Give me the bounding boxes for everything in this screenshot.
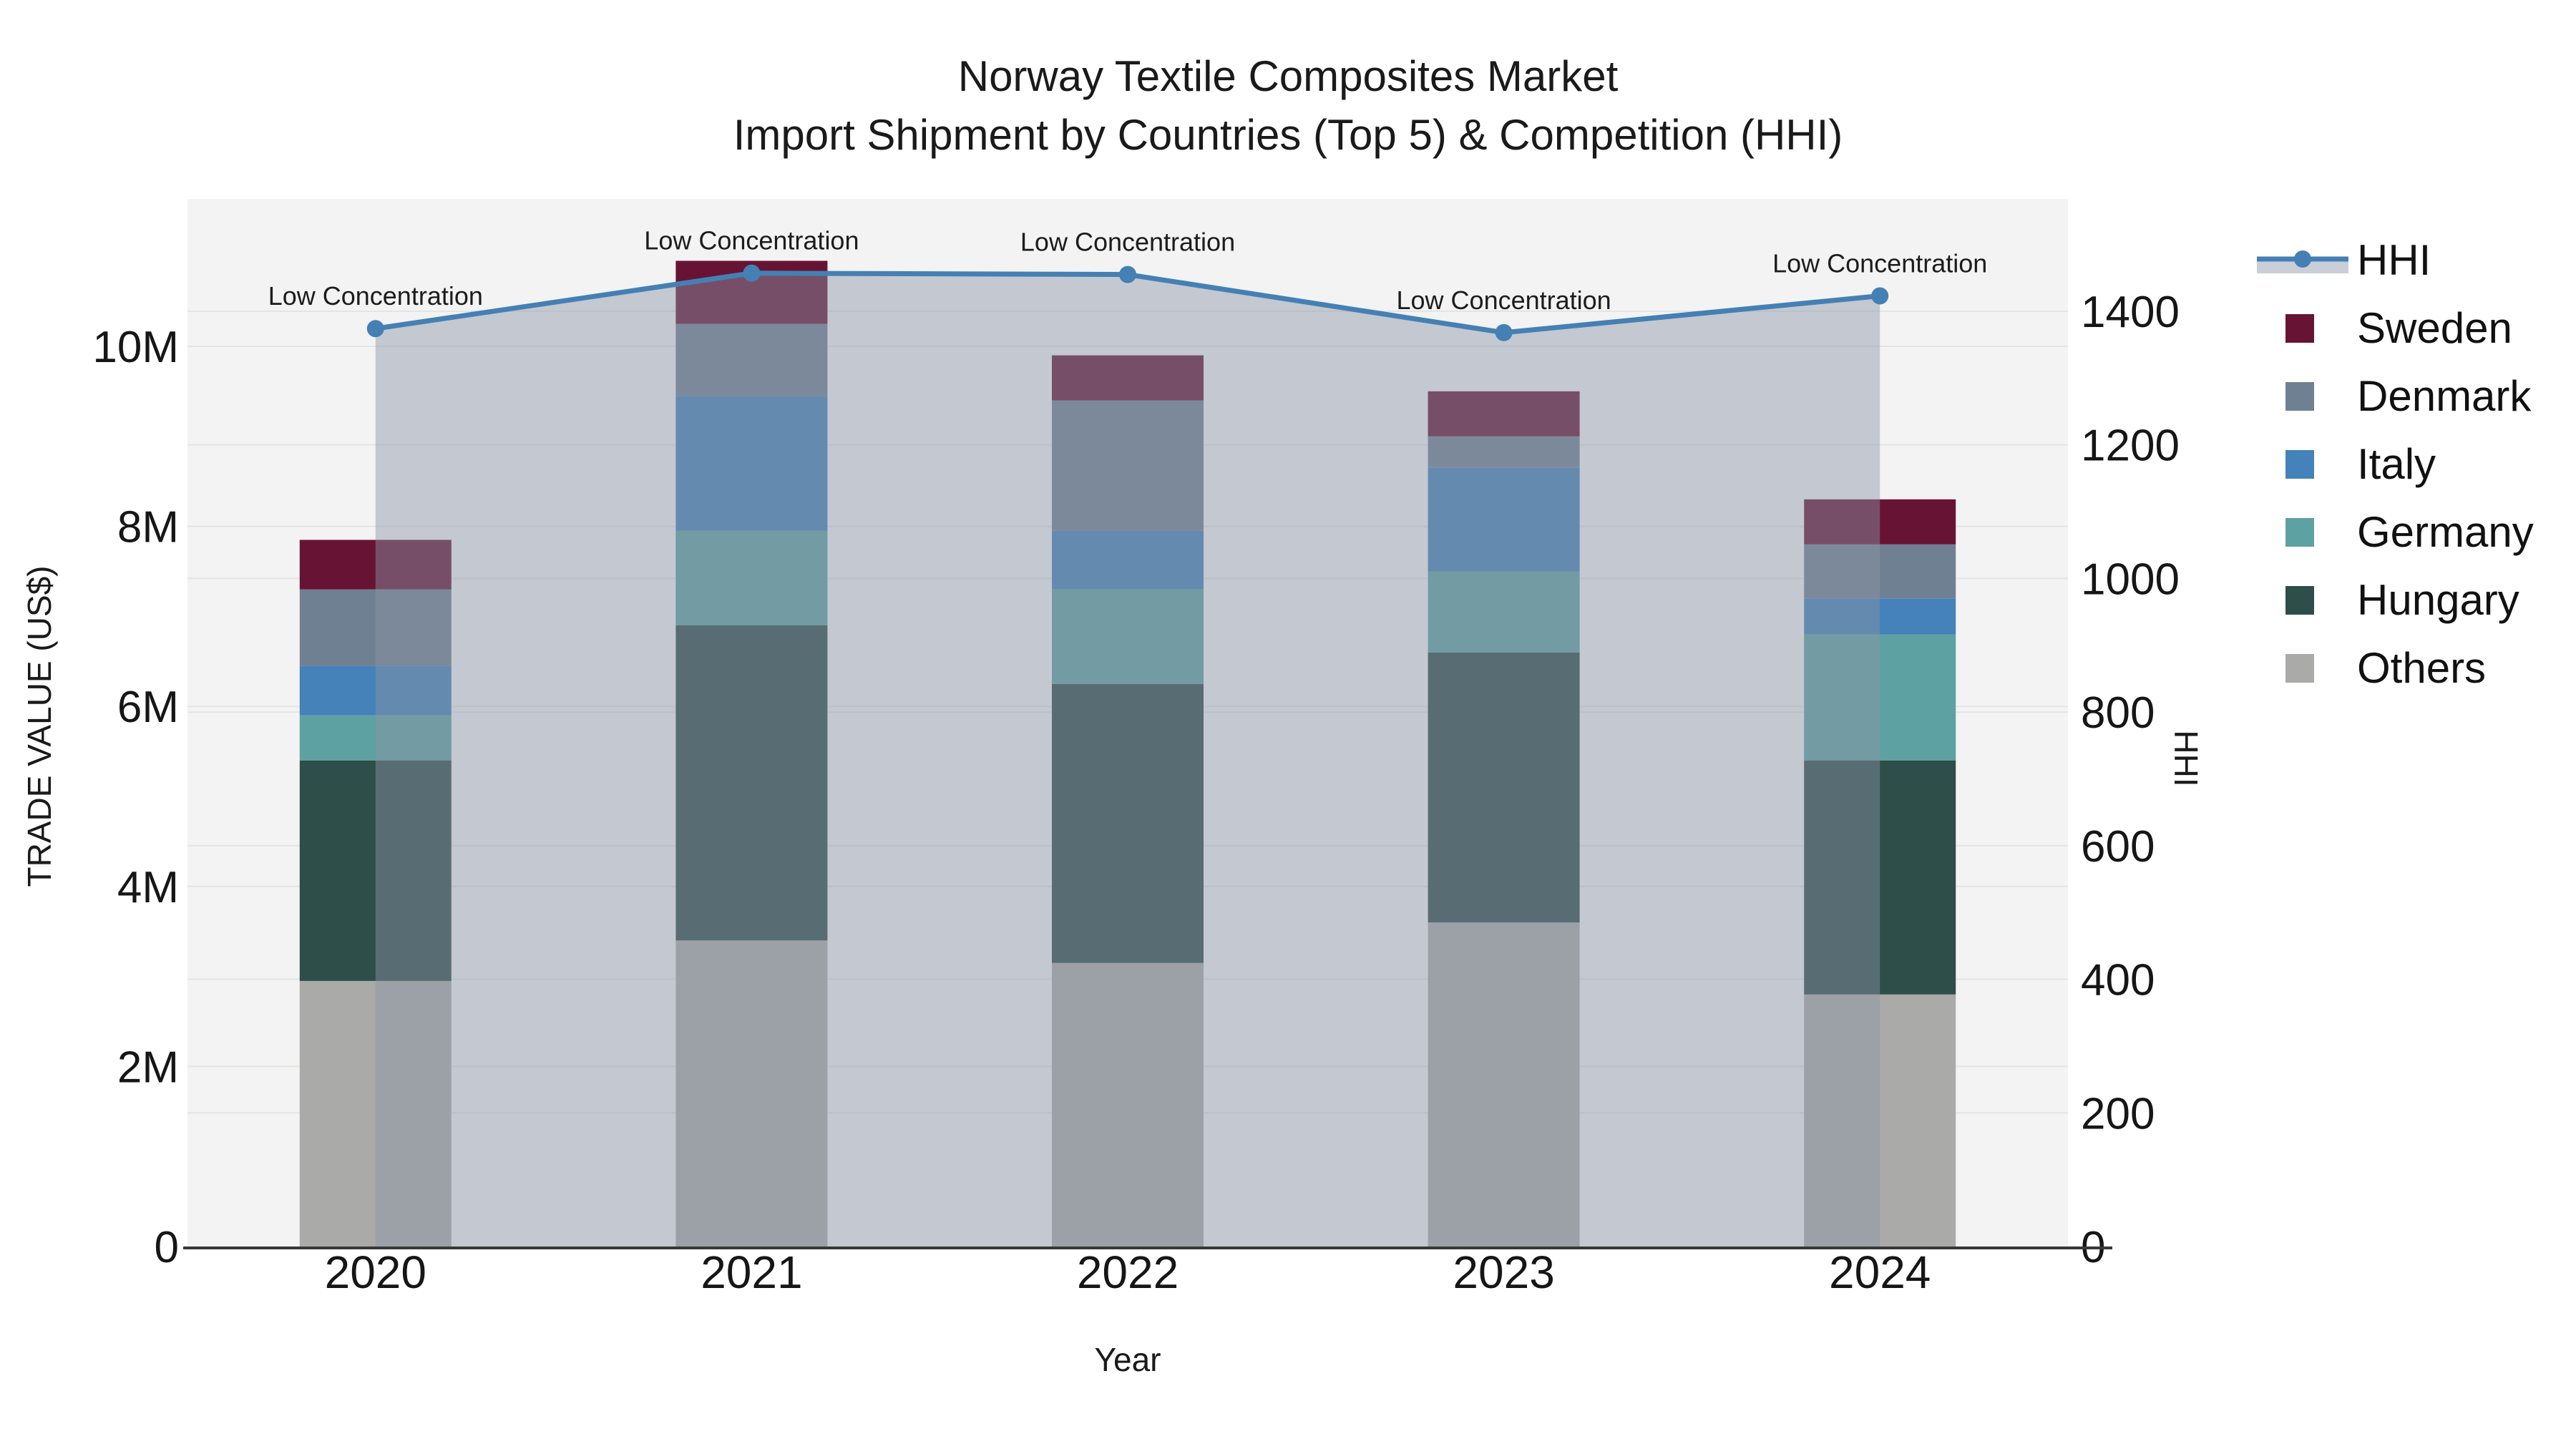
annotation-2021: Low Concentration [644, 226, 859, 255]
bar-segment-others-2023[interactable] [1428, 922, 1580, 1246]
bar-segment-germany-2023[interactable] [1428, 571, 1580, 653]
legend-label: HHI [2357, 236, 2431, 284]
bar-segment-others-2021[interactable] [675, 940, 828, 1246]
bar-segment-hungary-2021[interactable] [675, 625, 828, 941]
bar-segment-italy-2023[interactable] [1428, 467, 1580, 572]
legend-label: Others [2357, 644, 2487, 692]
bar-segment-others-2022[interactable] [1052, 962, 1204, 1246]
hhi-area-fill [375, 273, 1880, 1246]
legend-item-hhi[interactable]: HHI [2255, 226, 2534, 294]
legend-label: Italy [2357, 440, 2436, 488]
bar-segment-italy-2021[interactable] [675, 396, 828, 531]
bar-segment-denmark-2020[interactable] [299, 589, 452, 666]
chart-title-line1: Norway Textile Composites Market [957, 52, 1619, 100]
legend-item-others[interactable]: Others [2255, 634, 2534, 702]
bar-segment-italy-2024[interactable] [1804, 598, 1956, 635]
hhi-marker-2022[interactable] [1119, 265, 1136, 283]
chart-title-line2: Import Shipment by Countries (Top 5) & C… [733, 111, 1843, 159]
left-axis-tick-8M: 8M [117, 503, 179, 552]
x-axis-title: Year [1094, 1341, 1161, 1378]
bar-segment-hungary-2022[interactable] [1052, 683, 1204, 963]
legend: HHI Sweden Denmark Italy Germany Hungary Other… [2255, 226, 2534, 702]
x-axis-tick-2022: 2022 [1077, 1246, 1179, 1298]
legend-label: Germany [2357, 508, 2534, 556]
right-axis-tick-800: 800 [2081, 688, 2155, 738]
x-axis-tick-2020: 2020 [325, 1246, 426, 1298]
x-axis-tick-2021: 2021 [701, 1246, 802, 1298]
annotation-2022: Low Concentration [1020, 228, 1235, 257]
right-axis-tick-400: 400 [2081, 956, 2155, 1005]
left-axis-tick-10M: 10M [92, 323, 179, 372]
hhi-marker-2024[interactable] [1871, 287, 1889, 305]
right-axis-title: HHI [2167, 730, 2205, 787]
bar-segment-germany-2021[interactable] [675, 530, 828, 625]
chart-title: Norway Textile Composites Market Import … [0, 47, 2576, 165]
right-axis-tick-1200: 1200 [2081, 421, 2180, 471]
color-swatch-icon [2255, 449, 2350, 479]
bar-segment-denmark-2024[interactable] [1804, 544, 1956, 599]
bar-segment-denmark-2022[interactable] [1052, 400, 1204, 531]
bar-segment-others-2024[interactable] [1804, 994, 1956, 1246]
left-axis-title: TRADE VALUE (US$) [21, 565, 58, 887]
bar-segment-sweden-2020[interactable] [299, 540, 452, 590]
legend-label: Hungary [2357, 576, 2519, 624]
left-axis-tick-0: 0 [155, 1223, 179, 1272]
bar-segment-hungary-2024[interactable] [1804, 760, 1956, 995]
legend-label: Denmark [2357, 372, 2532, 420]
legend-item-denmark[interactable]: Denmark [2255, 362, 2534, 430]
bar-segment-sweden-2023[interactable] [1428, 391, 1580, 436]
bar-segment-germany-2024[interactable] [1804, 634, 1956, 761]
color-swatch-icon [2255, 517, 2350, 547]
legend-item-italy[interactable]: Italy [2255, 430, 2534, 498]
left-axis-tick-4M: 4M [117, 863, 179, 912]
hhi-marker-2020[interactable] [366, 320, 384, 338]
bar-segment-sweden-2022[interactable] [1052, 355, 1204, 401]
bar-segment-hungary-2020[interactable] [299, 760, 452, 981]
bar-segment-italy-2020[interactable] [299, 665, 452, 716]
bar-segment-hungary-2023[interactable] [1428, 652, 1580, 923]
right-axis-tick-1000: 1000 [2081, 555, 2180, 604]
color-swatch-icon [2255, 653, 2350, 683]
bar-segment-sweden-2024[interactable] [1804, 499, 1956, 545]
bar-segment-others-2020[interactable] [299, 980, 452, 1246]
annotation-2023: Low Concentration [1397, 286, 1611, 315]
legend-item-hungary[interactable]: Hungary [2255, 566, 2534, 634]
x-axis-tick-2023: 2023 [1453, 1246, 1554, 1298]
bar-segment-denmark-2021[interactable] [675, 323, 828, 396]
bar-segment-italy-2022[interactable] [1052, 530, 1204, 590]
bar-segment-denmark-2023[interactable] [1428, 436, 1580, 468]
legend-label: Sweden [2357, 304, 2512, 352]
hhi-line-swatch-icon [2255, 245, 2350, 276]
legend-item-germany[interactable]: Germany [2255, 498, 2534, 566]
color-swatch-icon [2255, 313, 2350, 343]
annotation-2020: Low Concentration [268, 281, 483, 311]
x-axis-tick-2024: 2024 [1829, 1246, 1931, 1298]
left-axis-tick-6M: 6M [117, 683, 179, 732]
right-axis-tick-200: 200 [2081, 1089, 2155, 1138]
hhi-marker-2023[interactable] [1495, 323, 1513, 341]
left-axis-tick-2M: 2M [117, 1043, 179, 1092]
annotation-2024: Low Concentration [1772, 248, 1987, 278]
color-swatch-icon [2255, 381, 2350, 411]
right-axis-tick-600: 600 [2081, 822, 2155, 872]
hhi-marker-2021[interactable] [743, 264, 761, 282]
legend-item-sweden[interactable]: Sweden [2255, 294, 2534, 362]
bar-segment-germany-2020[interactable] [299, 715, 452, 761]
color-swatch-icon [2255, 585, 2350, 615]
right-axis-tick-1400: 1400 [2081, 288, 2180, 337]
bar-segment-germany-2022[interactable] [1052, 589, 1204, 684]
